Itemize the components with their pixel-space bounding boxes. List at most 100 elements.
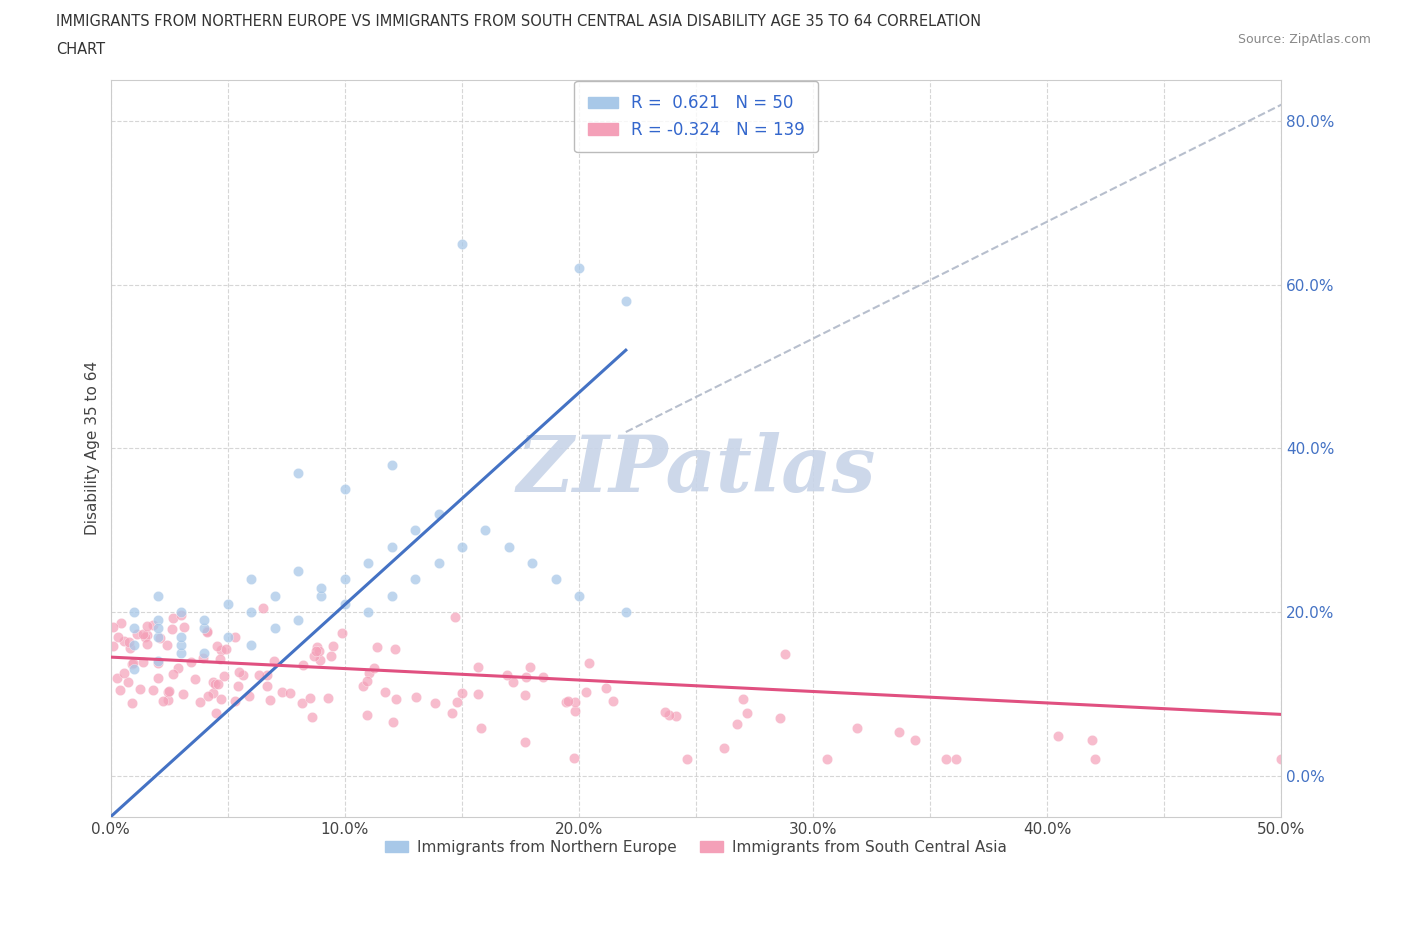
Point — [470, 721, 492, 736]
Point — [568, 261, 591, 276]
Point — [502, 675, 524, 690]
Point — [197, 624, 219, 639]
Point — [733, 691, 755, 706]
Point — [773, 647, 796, 662]
Point — [713, 740, 735, 755]
Point — [156, 637, 179, 652]
Point — [815, 752, 838, 767]
Point — [513, 687, 536, 702]
Point — [224, 694, 246, 709]
Point — [614, 604, 637, 619]
Point — [146, 621, 169, 636]
Point — [148, 656, 170, 671]
Point — [240, 604, 263, 619]
Point — [118, 634, 141, 649]
Point — [217, 596, 239, 611]
Point — [333, 572, 356, 587]
Point — [128, 682, 150, 697]
Point — [330, 626, 353, 641]
Point — [108, 682, 131, 697]
Point — [557, 694, 579, 709]
Point — [121, 695, 143, 710]
Point — [148, 671, 170, 685]
Point — [427, 507, 450, 522]
Point — [125, 626, 148, 641]
Point — [381, 589, 404, 604]
Point — [446, 695, 468, 710]
Point — [444, 609, 467, 624]
Point — [201, 675, 224, 690]
Point — [232, 667, 254, 682]
Point — [654, 704, 676, 719]
Point — [531, 670, 554, 684]
Point — [311, 589, 333, 604]
Point — [201, 686, 224, 701]
Point — [467, 687, 489, 702]
Point — [564, 704, 586, 719]
Point — [311, 580, 333, 595]
Point — [614, 294, 637, 309]
Point — [132, 655, 155, 670]
Point — [173, 619, 195, 634]
Point — [170, 604, 193, 619]
Point — [1081, 732, 1104, 747]
Point — [188, 695, 211, 710]
Point — [270, 684, 292, 699]
Point — [204, 705, 226, 720]
Point — [333, 482, 356, 497]
Point — [564, 694, 586, 709]
Point — [122, 662, 145, 677]
Point — [519, 660, 541, 675]
Point — [322, 638, 344, 653]
Point — [180, 655, 202, 670]
Point — [209, 692, 232, 707]
Point — [1046, 729, 1069, 744]
Point — [193, 645, 215, 660]
Point — [515, 735, 537, 750]
Point — [207, 676, 229, 691]
Point — [184, 671, 207, 686]
Point — [291, 696, 314, 711]
Point — [904, 732, 927, 747]
Point — [520, 555, 543, 570]
Point — [228, 664, 250, 679]
Point — [574, 684, 596, 699]
Point — [122, 604, 145, 619]
Point — [467, 659, 489, 674]
Point — [887, 724, 910, 739]
Point — [256, 668, 278, 683]
Point — [132, 627, 155, 642]
Point — [1084, 752, 1107, 767]
Legend: Immigrants from Northern Europe, Immigrants from South Central Asia: Immigrants from Northern Europe, Immigra… — [380, 833, 1014, 860]
Point — [676, 752, 699, 767]
Point — [238, 689, 260, 704]
Point — [212, 669, 235, 684]
Point — [204, 677, 226, 692]
Point — [247, 668, 270, 683]
Point — [1270, 752, 1292, 767]
Point — [226, 679, 249, 694]
Point — [252, 600, 274, 615]
Point — [384, 642, 406, 657]
Point — [162, 611, 184, 626]
Point — [172, 686, 194, 701]
Point — [440, 705, 463, 720]
Point — [215, 642, 238, 657]
Text: ZIPatlas: ZIPatlas — [516, 432, 876, 509]
Point — [117, 674, 139, 689]
Point — [136, 628, 159, 643]
Point — [112, 666, 135, 681]
Point — [381, 714, 404, 729]
Point — [263, 589, 285, 604]
Point — [727, 716, 749, 731]
Point — [665, 709, 688, 724]
Point — [135, 618, 157, 633]
Point — [197, 688, 219, 703]
Point — [366, 640, 388, 655]
Point — [474, 523, 496, 538]
Point — [544, 572, 567, 587]
Point — [146, 654, 169, 669]
Point — [845, 720, 868, 735]
Point — [263, 621, 285, 636]
Point — [122, 656, 145, 671]
